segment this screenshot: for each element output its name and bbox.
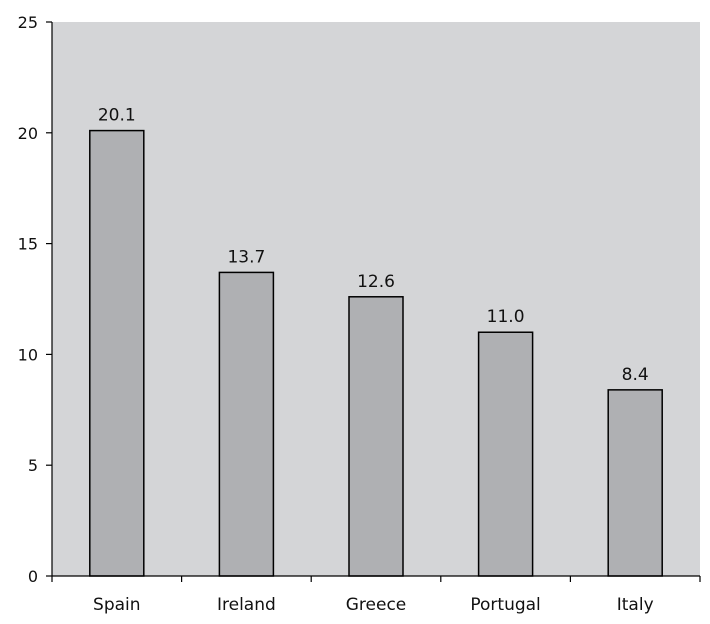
value-label-italy: 8.4 [622, 365, 649, 385]
value-label-portugal: 11.0 [487, 307, 525, 327]
value-label-spain: 20.1 [98, 106, 136, 126]
y-tick-label: 5 [28, 456, 38, 475]
bar-ireland [218, 271, 275, 577]
value-label-greece: 12.6 [357, 272, 395, 292]
y-tick-label: 10 [18, 345, 38, 364]
x-category-label-italy: Italy [617, 595, 654, 615]
y-tick-label: 20 [18, 124, 38, 143]
bar-spain [89, 129, 145, 577]
x-category-label-portugal: Portugal [470, 595, 540, 615]
x-category-label-greece: Greece [346, 595, 407, 615]
y-tick-label: 15 [18, 235, 38, 254]
y-tick-label: 0 [28, 567, 38, 586]
x-axis: Spain Ireland Greece Portugal Italy [51, 575, 701, 615]
x-category-label-ireland: Ireland [217, 595, 276, 615]
bar-italy [607, 389, 663, 577]
y-tick-label: 25 [18, 13, 38, 32]
y-axis: 0 5 10 15 20 25 [18, 13, 53, 586]
value-label-ireland: 13.7 [227, 247, 265, 267]
bar-portugal [477, 331, 534, 577]
value-labels-group: 20.1 13.7 12.6 11.0 8.4 [98, 106, 649, 385]
bars-group [89, 129, 663, 577]
x-category-label-spain: Spain [93, 595, 141, 615]
bar-greece [348, 296, 404, 577]
